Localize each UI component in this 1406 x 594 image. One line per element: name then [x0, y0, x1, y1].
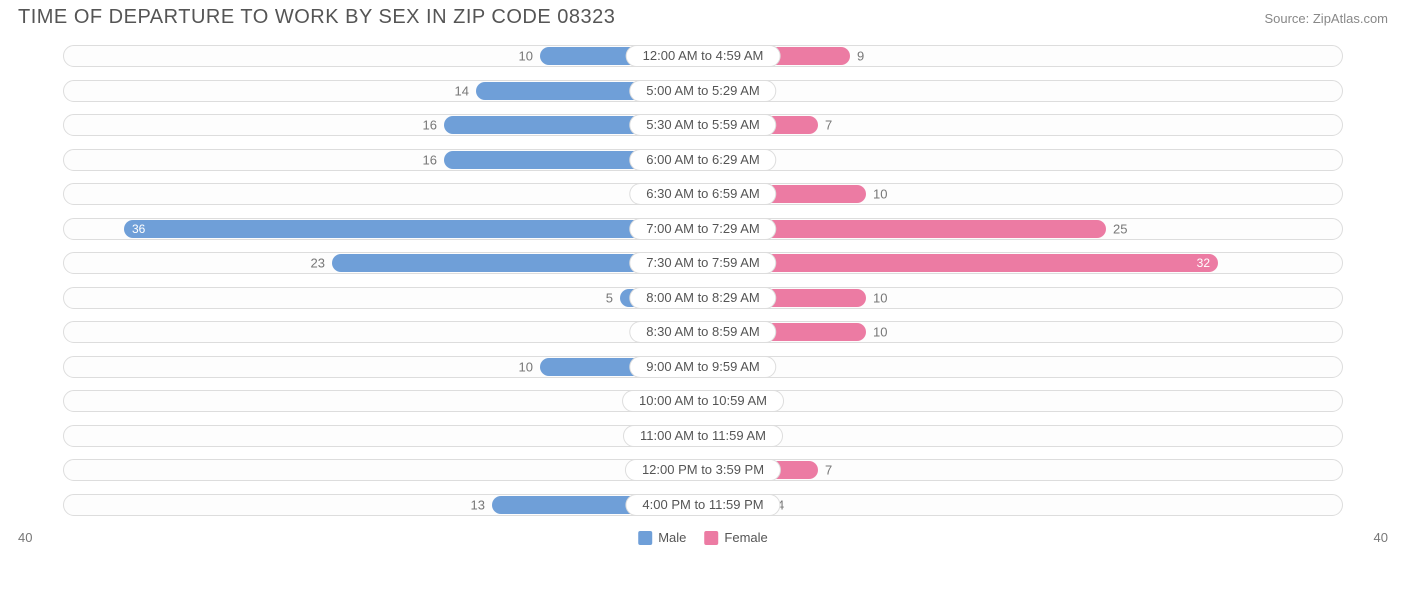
male-swatch	[638, 531, 652, 545]
female-track: 32	[703, 252, 1343, 274]
male-value: 10	[519, 359, 533, 374]
chart-header: TIME OF DEPARTURE TO WORK BY SEX IN ZIP …	[0, 0, 1406, 39]
female-value: 7	[825, 118, 832, 133]
axis-max-right: 40	[1374, 530, 1388, 545]
male-value: 16	[423, 118, 437, 133]
chart-row: 1344:00 PM to 11:59 PM	[18, 488, 1388, 523]
female-track	[703, 183, 1343, 205]
female-value: 10	[873, 290, 887, 305]
female-track	[703, 80, 1343, 102]
chart-row: 1636:00 AM to 6:29 AM	[18, 143, 1388, 178]
female-track	[703, 149, 1343, 171]
legend-male: Male	[638, 530, 686, 545]
male-value: 13	[471, 497, 485, 512]
time-range-label: 7:30 AM to 7:59 AM	[629, 252, 776, 274]
legend: Male Female	[638, 530, 768, 545]
female-value: 25	[1113, 221, 1127, 236]
female-track	[703, 356, 1343, 378]
female-value: 7	[825, 463, 832, 478]
chart-row: 1106:30 AM to 6:59 AM	[18, 177, 1388, 212]
female-value: 10	[873, 325, 887, 340]
chart-row: 1712:00 PM to 3:59 PM	[18, 453, 1388, 488]
male-track	[63, 321, 703, 343]
male-track	[63, 80, 703, 102]
time-range-label: 5:00 AM to 5:29 AM	[629, 80, 776, 102]
female-track	[703, 459, 1343, 481]
female-track	[703, 494, 1343, 516]
male-track: 36	[63, 218, 703, 240]
time-range-label: 12:00 PM to 3:59 PM	[625, 459, 781, 481]
chart-title: TIME OF DEPARTURE TO WORK BY SEX IN ZIP …	[18, 6, 615, 29]
female-bar: 32	[706, 254, 1218, 272]
male-track	[63, 183, 703, 205]
diverging-bar-chart: 10 9 12:00 AM to 4:59 AM 1405:00 AM to 5:29…	[0, 39, 1406, 522]
legend-male-label: Male	[658, 530, 686, 545]
chart-row: 10 9 12:00 AM to 4:59 AM	[18, 39, 1388, 74]
female-track	[703, 45, 1343, 67]
chart-row: 23 327:30 AM to 7:59 AM	[18, 246, 1388, 281]
male-track	[63, 356, 703, 378]
male-track	[63, 114, 703, 136]
male-bar: 36	[124, 220, 700, 238]
male-track	[63, 149, 703, 171]
female-value: 10	[873, 187, 887, 202]
male-value: 5	[606, 290, 613, 305]
male-track	[63, 390, 703, 412]
chart-row: 5 10 8:00 AM to 8:29 AM	[18, 281, 1388, 316]
chart-row: 16 7 5:30 AM to 5:59 AM	[18, 108, 1388, 143]
chart-row: 1108:30 AM to 8:59 AM	[18, 315, 1388, 350]
female-swatch	[704, 531, 718, 545]
chart-row: 0010:00 AM to 10:59 AM	[18, 384, 1388, 419]
male-value: 14	[455, 83, 469, 98]
male-track	[63, 425, 703, 447]
chart-row: 1405:00 AM to 5:29 AM	[18, 74, 1388, 109]
chart-row: 0011:00 AM to 11:59 AM	[18, 419, 1388, 454]
female-track	[703, 425, 1343, 447]
male-track	[63, 494, 703, 516]
chart-row: 36 25 7:00 AM to 7:29 AM	[18, 212, 1388, 247]
female-track	[703, 218, 1343, 240]
time-range-label: 11:00 AM to 11:59 AM	[623, 425, 783, 447]
time-range-label: 5:30 AM to 5:59 AM	[629, 114, 776, 136]
male-track	[63, 459, 703, 481]
chart-footer: 40 Male Female 40	[0, 526, 1406, 554]
female-track	[703, 114, 1343, 136]
time-range-label: 6:00 AM to 6:29 AM	[629, 149, 776, 171]
time-range-label: 4:00 PM to 11:59 PM	[625, 494, 780, 516]
time-range-label: 8:30 AM to 8:59 AM	[629, 321, 776, 343]
female-track	[703, 287, 1343, 309]
chart-source: Source: ZipAtlas.com	[1264, 11, 1388, 26]
male-value: 16	[423, 152, 437, 167]
chart-row: 1009:00 AM to 9:59 AM	[18, 350, 1388, 385]
time-range-label: 7:00 AM to 7:29 AM	[629, 218, 776, 240]
female-value: 9	[857, 49, 864, 64]
time-range-label: 8:00 AM to 8:29 AM	[629, 287, 776, 309]
legend-female-label: Female	[724, 530, 767, 545]
female-track	[703, 321, 1343, 343]
female-track	[703, 390, 1343, 412]
time-range-label: 10:00 AM to 10:59 AM	[622, 390, 784, 412]
male-value: 23	[311, 256, 325, 271]
male-track	[63, 252, 703, 274]
axis-max-left: 40	[18, 530, 32, 545]
legend-female: Female	[704, 530, 767, 545]
time-range-label: 9:00 AM to 9:59 AM	[629, 356, 776, 378]
male-track	[63, 45, 703, 67]
time-range-label: 12:00 AM to 4:59 AM	[626, 45, 781, 67]
male-value: 10	[519, 49, 533, 64]
time-range-label: 6:30 AM to 6:59 AM	[629, 183, 776, 205]
